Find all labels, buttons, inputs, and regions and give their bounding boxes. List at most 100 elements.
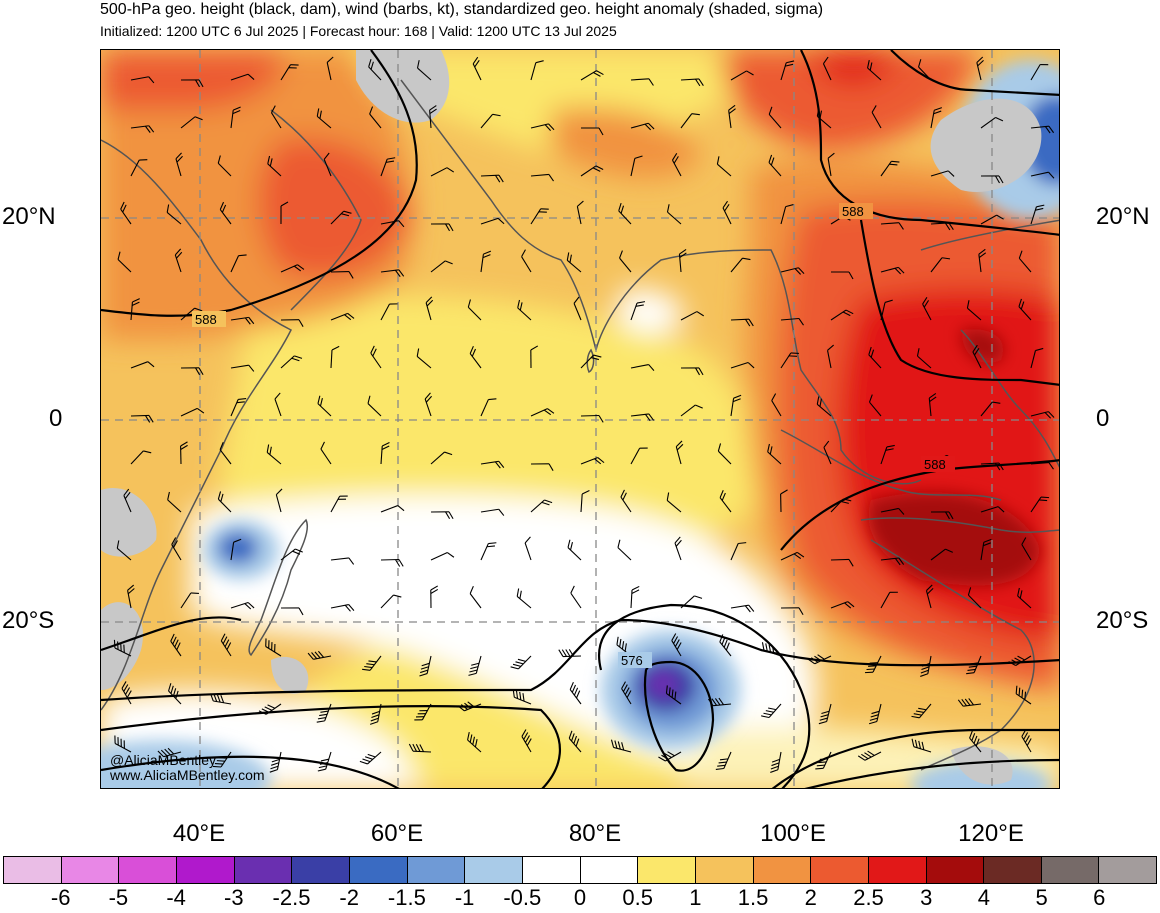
wind-barb [316, 703, 332, 723]
wind-barb [180, 441, 188, 465]
wind-barb [1030, 462, 1054, 470]
wind-barb [930, 511, 954, 520]
wind-barb [130, 361, 155, 369]
wind-barb [768, 154, 782, 177]
colorbar-swatch-15 [868, 857, 927, 883]
wind-barb [430, 223, 454, 232]
wind-barb [380, 505, 405, 513]
wind-barb [416, 348, 432, 369]
wind-barb [416, 60, 432, 81]
wind-barb [730, 542, 747, 561]
wind-barb [671, 633, 682, 657]
wind-barb [180, 307, 203, 321]
contour-label-group: 588 588 588 576 [192, 203, 955, 668]
wind-barb [730, 361, 755, 369]
wind-barb [380, 157, 396, 177]
wind-barb [630, 447, 648, 465]
colorbar-swatch-6 [349, 857, 408, 883]
wind-barb [827, 344, 835, 369]
wind-barb [580, 354, 602, 369]
colorbar-label-12: 1.5 [737, 885, 769, 910]
contour-south-2 [101, 704, 562, 788]
wind-barb [761, 642, 782, 657]
wind-barb [925, 584, 934, 609]
contour-south-4 [101, 755, 400, 788]
wind-barb [530, 408, 555, 417]
wind-barb [871, 105, 882, 129]
contour-low-outer [598, 603, 811, 788]
wind-barb [969, 730, 982, 753]
wind-barb [430, 552, 455, 561]
wind-barb [580, 165, 604, 177]
wind-barb [330, 210, 352, 225]
wind-barb [930, 107, 943, 129]
wind-barb [274, 392, 282, 417]
terrain-mask [101, 50, 1042, 785]
wind-barb [780, 607, 804, 616]
wind-barb [610, 739, 632, 753]
colorbar-label-7: -1 [454, 885, 475, 910]
wind-barb [209, 693, 232, 705]
wind-barb [678, 249, 687, 273]
wind-barb [620, 489, 632, 513]
map-subtitle: Initialized: 1200 UTC 6 Jul 2025 | Forec… [100, 23, 617, 39]
wind-barb [771, 393, 782, 417]
wind-barb [414, 703, 432, 721]
wind-barb [430, 511, 454, 520]
wind-barb [359, 751, 382, 765]
wind-barb [716, 156, 732, 177]
wind-barb [730, 257, 751, 273]
wind-barb [217, 155, 232, 177]
wind-barb [280, 64, 299, 81]
credit-website: www.AliciaMBentley.com [110, 767, 265, 783]
wind-barb [816, 108, 832, 129]
colorbar-label-3: -3 [224, 885, 244, 910]
wind-barb [880, 299, 893, 321]
wind-barb [480, 113, 501, 129]
wind-barb [880, 557, 905, 566]
wind-barb [120, 201, 132, 225]
wind-barb [367, 395, 382, 417]
wind-barb [780, 489, 788, 513]
wind-barb [630, 301, 646, 321]
wind-barb [867, 60, 882, 81]
wind-barb [967, 587, 982, 609]
colorbar-swatch-10 [580, 857, 639, 883]
wind-barb [362, 655, 382, 671]
wind-barb [868, 394, 882, 417]
lat-0-left: 0 [49, 405, 63, 432]
lon-60e: 60°E [370, 820, 424, 847]
wind-barb [730, 604, 755, 613]
colorbar-swatch-0 [4, 857, 62, 883]
wind-barb [1017, 587, 1032, 609]
colorbar-swatch-19 [1099, 857, 1157, 883]
wind-barb [719, 490, 732, 513]
wind-barb [619, 250, 632, 273]
wind-barb [680, 404, 703, 417]
wind-barb [966, 300, 982, 321]
map-title: 500-hPa geo. height (black, dam), wind (… [100, 1, 824, 18]
wind-barb [380, 220, 405, 228]
wind-barb [127, 584, 135, 609]
wind-barb [666, 204, 682, 225]
wind-barb [171, 537, 182, 561]
wind-barb [621, 681, 632, 705]
wind-barb [230, 316, 255, 325]
wind-barb [580, 127, 604, 136]
wind-barb [170, 633, 182, 657]
wind-barb [680, 595, 703, 609]
wind-barb [168, 683, 182, 705]
wind-barb [911, 703, 932, 719]
wind-barb [317, 751, 332, 772]
wind-barb [419, 655, 432, 677]
wind-barb [922, 296, 932, 321]
wind-barb [719, 634, 732, 657]
wind-barb [972, 344, 982, 369]
colorbar-label-5: -2 [339, 885, 359, 910]
wind-barb [680, 78, 704, 87]
wind-barb [1018, 298, 1032, 321]
wind-barb [1015, 685, 1032, 705]
colorbar-label-13: 2 [804, 885, 817, 910]
wind-barb [918, 59, 932, 81]
colorbar-swatch-4 [234, 857, 293, 883]
